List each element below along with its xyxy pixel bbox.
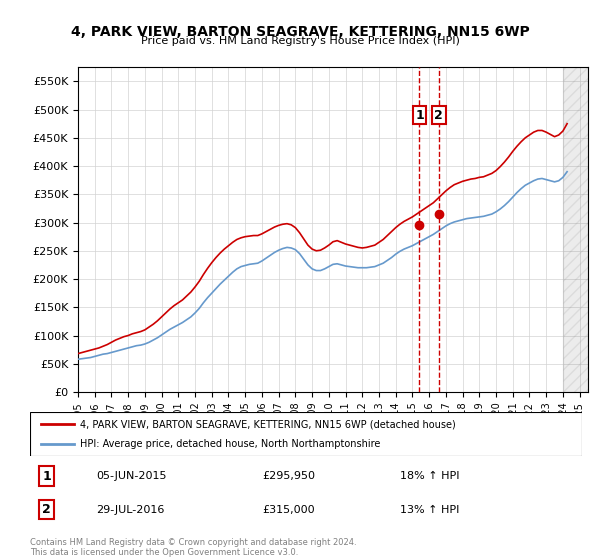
Text: £315,000: £315,000	[262, 505, 314, 515]
Text: HPI: Average price, detached house, North Northamptonshire: HPI: Average price, detached house, Nort…	[80, 439, 380, 449]
Text: 13% ↑ HPI: 13% ↑ HPI	[400, 505, 459, 515]
Text: 1: 1	[42, 469, 51, 483]
Bar	[563, 67, 588, 392]
FancyBboxPatch shape	[30, 412, 582, 456]
Text: Contains HM Land Registry data © Crown copyright and database right 2024.
This d: Contains HM Land Registry data © Crown c…	[30, 538, 356, 557]
Text: 4, PARK VIEW, BARTON SEAGRAVE, KETTERING, NN15 6WP (detached house): 4, PARK VIEW, BARTON SEAGRAVE, KETTERING…	[80, 419, 455, 429]
Text: 4, PARK VIEW, BARTON SEAGRAVE, KETTERING, NN15 6WP: 4, PARK VIEW, BARTON SEAGRAVE, KETTERING…	[71, 25, 529, 39]
Text: 1: 1	[415, 109, 424, 122]
Text: £295,950: £295,950	[262, 471, 315, 481]
Text: Price paid vs. HM Land Registry's House Price Index (HPI): Price paid vs. HM Land Registry's House …	[140, 36, 460, 46]
Text: 2: 2	[434, 109, 443, 122]
Text: 29-JUL-2016: 29-JUL-2016	[96, 505, 164, 515]
Text: 2: 2	[42, 503, 51, 516]
Text: 05-JUN-2015: 05-JUN-2015	[96, 471, 167, 481]
Text: 18% ↑ HPI: 18% ↑ HPI	[400, 471, 460, 481]
